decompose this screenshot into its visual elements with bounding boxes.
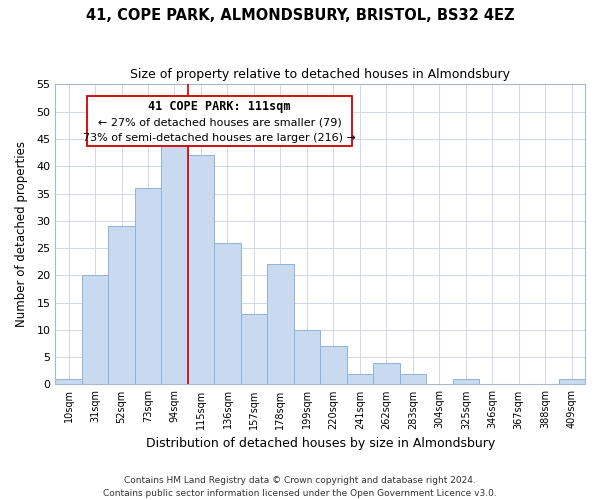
Text: 41 COPE PARK: 111sqm: 41 COPE PARK: 111sqm (148, 100, 291, 113)
Bar (293, 330, 320, 384)
Y-axis label: Number of detached properties: Number of detached properties (15, 142, 28, 328)
Bar (452, 379, 479, 384)
Bar (373, 362, 400, 384)
Bar (214, 242, 241, 384)
Text: Contains HM Land Registry data © Crown copyright and database right 2024.
Contai: Contains HM Land Registry data © Crown c… (103, 476, 497, 498)
Bar (188, 156, 214, 384)
Bar (82, 276, 108, 384)
Bar (241, 314, 267, 384)
Text: 41, COPE PARK, ALMONDSBURY, BRISTOL, BS32 4EZ: 41, COPE PARK, ALMONDSBURY, BRISTOL, BS3… (86, 8, 514, 22)
Bar (559, 379, 585, 384)
Bar (400, 374, 426, 384)
Text: ← 27% of detached houses are smaller (79): ← 27% of detached houses are smaller (79… (98, 117, 341, 127)
Bar (135, 188, 161, 384)
Bar (108, 226, 135, 384)
Bar (267, 264, 293, 384)
Bar (320, 346, 347, 385)
Bar (161, 134, 188, 384)
Title: Size of property relative to detached houses in Almondsbury: Size of property relative to detached ho… (130, 68, 510, 80)
Bar (347, 374, 373, 384)
Text: 73% of semi-detached houses are larger (216) →: 73% of semi-detached houses are larger (… (83, 132, 356, 142)
FancyBboxPatch shape (87, 96, 352, 146)
Bar (55, 379, 82, 384)
X-axis label: Distribution of detached houses by size in Almondsbury: Distribution of detached houses by size … (146, 437, 495, 450)
